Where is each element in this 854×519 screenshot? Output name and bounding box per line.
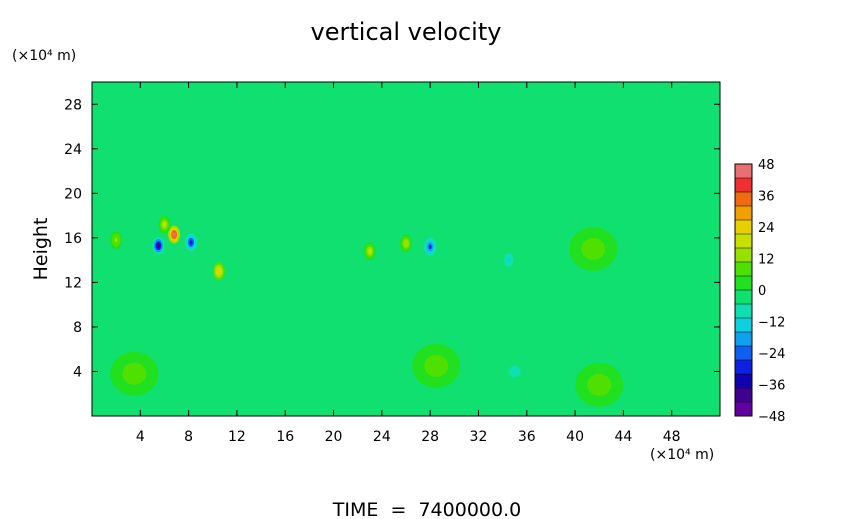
field-feature-10-level-3 [587, 243, 600, 255]
y-tick-label-8: 8 [73, 320, 82, 336]
colorbar-label--24: −24 [758, 347, 785, 362]
field-feature-12-level-3 [430, 360, 443, 372]
field-feature-15-level-3 [508, 365, 521, 377]
field-feature-2-level-3 [189, 240, 193, 245]
colorbar-label--12: −12 [758, 316, 785, 331]
colorbar-label-12: 12 [758, 253, 775, 268]
x-tick-label-28: 28 [421, 429, 439, 445]
y-tick-label-12: 12 [64, 275, 82, 291]
y-tick-label-16: 16 [64, 231, 82, 247]
x-tick-label-36: 36 [518, 429, 536, 445]
y-axis-label: Height [30, 218, 52, 281]
x-tick-label-20: 20 [325, 429, 343, 445]
colorbar: 48 36 24 12 0 −12 −24 −36 −48 [734, 158, 785, 425]
velocity-field [92, 82, 720, 416]
field-feature-0-level-3 [156, 243, 160, 248]
time-footer: TIME = 7400000.0 [332, 499, 521, 519]
field-feature-13-level-3 [593, 379, 606, 391]
plot-frame [91, 81, 721, 417]
field-feature-7-level-3 [404, 241, 408, 246]
x-tick-label-12: 12 [228, 429, 246, 445]
x-tick-label-44: 44 [614, 429, 632, 445]
x-tick-label-4: 4 [136, 429, 145, 445]
colorbar-label-0: 0 [758, 284, 766, 299]
colorbar-label--36: −36 [758, 379, 785, 394]
x-tick-label-16: 16 [276, 429, 294, 445]
x-tick-label-32: 32 [470, 429, 488, 445]
field-feature-9-level-3 [507, 257, 511, 263]
colorbar-bands [735, 177, 752, 403]
colorbar-labels: 48 36 24 12 0 −12 −24 −36 −48 [758, 158, 785, 425]
field-feature-6-level-3 [368, 248, 372, 254]
chart-title: vertical velocity [311, 18, 502, 46]
y-tick-label-24: 24 [64, 142, 82, 158]
colorbar-label--48: −48 [758, 410, 785, 425]
y-tick-label-28: 28 [64, 97, 82, 113]
x-unit-label: (×10⁴ m) [650, 447, 714, 463]
field-feature-3-level-3 [162, 222, 166, 227]
colorbar-label-48: 48 [758, 158, 775, 173]
field-feature-4-level-3 [217, 269, 221, 274]
field-feature-11-level-3 [128, 368, 141, 380]
field-feature-8-level-3 [428, 244, 432, 250]
x-tick-label-48: 48 [663, 429, 681, 445]
y-tick-label-20: 20 [64, 186, 82, 202]
field-feature-16-level-3 [671, 371, 684, 383]
x-tick-label-8: 8 [184, 429, 193, 445]
field-feature-5-level-3 [114, 237, 118, 243]
x-tick-label-40: 40 [566, 429, 584, 445]
x-tick-label-24: 24 [373, 429, 391, 445]
x-axis: 4 8 12 16 20 24 28 32 36 40 44 48 [136, 82, 681, 445]
colorbar-label-36: 36 [758, 190, 775, 205]
field-feature-14-level-3 [249, 343, 262, 355]
field-feature-1-level-3 [172, 232, 176, 237]
y-unit-label: (×10⁴ m) [12, 48, 76, 64]
colorbar-label-24: 24 [758, 221, 775, 236]
y-axis: 4 8 12 16 20 24 28 [64, 97, 720, 380]
y-tick-label-4: 4 [73, 364, 82, 380]
